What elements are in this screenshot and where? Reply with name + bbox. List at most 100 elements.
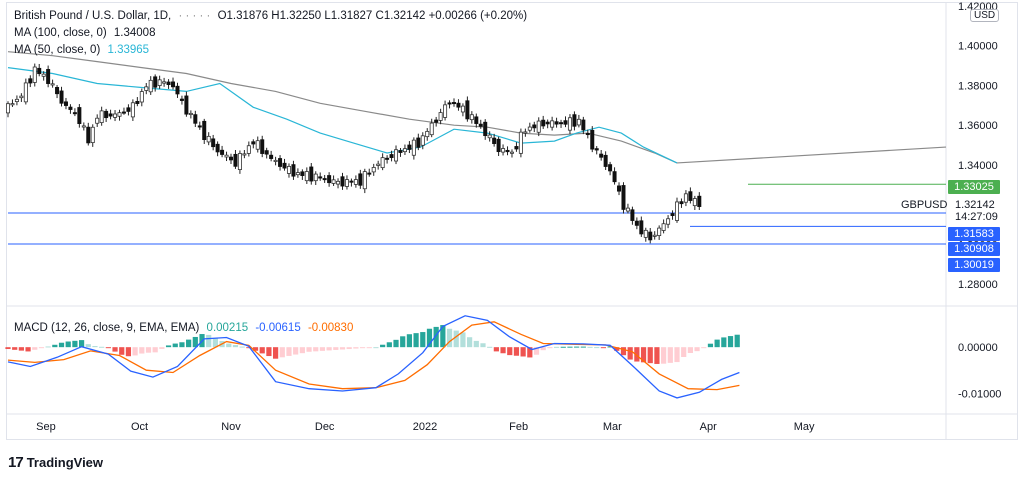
- macd-histogram-bar[interactable]: [654, 347, 660, 364]
- candle-down[interactable]: [648, 231, 653, 241]
- candle-up[interactable]: [518, 131, 523, 154]
- candle-up[interactable]: [469, 114, 474, 121]
- candle-up[interactable]: [344, 179, 349, 187]
- macd-histogram-bar[interactable]: [386, 342, 392, 348]
- candle-up[interactable]: [237, 153, 242, 170]
- macd-histogram-bar[interactable]: [400, 336, 406, 348]
- candle-down[interactable]: [68, 106, 73, 110]
- candle-down[interactable]: [514, 146, 519, 150]
- candle-down[interactable]: [126, 107, 131, 112]
- candle-up[interactable]: [6, 103, 11, 114]
- candle-down[interactable]: [594, 148, 599, 151]
- candle-up[interactable]: [576, 118, 581, 126]
- candle-down[interactable]: [77, 107, 82, 124]
- macd-histogram-bar[interactable]: [152, 347, 158, 353]
- candle-up[interactable]: [523, 131, 528, 134]
- macd-histogram-bar[interactable]: [139, 347, 145, 354]
- candle-up[interactable]: [255, 140, 260, 150]
- candle-down[interactable]: [340, 176, 345, 187]
- candle-down[interactable]: [541, 119, 546, 127]
- macd-histogram-bar[interactable]: [393, 339, 399, 348]
- macd-histogram-bar[interactable]: [420, 332, 426, 348]
- candle-up[interactable]: [657, 227, 662, 236]
- candle-up[interactable]: [14, 98, 19, 103]
- candle-down[interactable]: [447, 102, 452, 105]
- candle-down[interactable]: [327, 175, 332, 184]
- macd-histogram-bar[interactable]: [366, 347, 372, 349]
- candle-down[interactable]: [416, 137, 421, 148]
- candle-up[interactable]: [117, 112, 122, 117]
- macd-histogram-bar[interactable]: [38, 347, 45, 349]
- candle-down[interactable]: [166, 81, 171, 86]
- candle-up[interactable]: [652, 234, 657, 237]
- candle-up[interactable]: [41, 73, 46, 77]
- candle-up[interactable]: [336, 180, 341, 185]
- candle-up[interactable]: [643, 229, 648, 238]
- macd-histogram-bar[interactable]: [406, 334, 412, 348]
- macd-histogram-bar[interactable]: [65, 341, 71, 348]
- candle-down[interactable]: [599, 153, 604, 158]
- macd-histogram-bar[interactable]: [119, 347, 125, 355]
- candle-down[interactable]: [121, 111, 126, 114]
- macd-histogram-bar[interactable]: [714, 339, 720, 348]
- candle-down[interactable]: [278, 158, 283, 167]
- candle-down[interactable]: [184, 95, 189, 115]
- macd-histogram-bar[interactable]: [440, 325, 446, 348]
- candle-down[interactable]: [639, 220, 644, 235]
- candle-down[interactable]: [211, 138, 216, 148]
- candle-up[interactable]: [438, 112, 443, 121]
- candle-up[interactable]: [286, 166, 291, 174]
- macd-histogram-bar[interactable]: [707, 343, 714, 348]
- candle-up[interactable]: [130, 102, 135, 118]
- macd-histogram-bar[interactable]: [25, 347, 31, 352]
- macd-histogram-bar[interactable]: [560, 346, 566, 348]
- candle-down[interactable]: [28, 78, 33, 84]
- macd-histogram-bar[interactable]: [246, 347, 252, 349]
- candle-up[interactable]: [304, 171, 309, 182]
- macd-histogram-bar[interactable]: [226, 343, 232, 348]
- candle-down[interactable]: [630, 209, 635, 221]
- macd-histogram-bar[interactable]: [493, 347, 499, 352]
- candle-down[interactable]: [483, 121, 488, 137]
- candle-down[interactable]: [264, 150, 269, 155]
- candle-up[interactable]: [10, 103, 15, 106]
- macd-histogram-bar[interactable]: [359, 347, 366, 349]
- candle-down[interactable]: [215, 143, 220, 153]
- macd-histogram-bar[interactable]: [727, 336, 734, 348]
- macd-histogram-bar[interactable]: [12, 347, 18, 350]
- macd-histogram-bar[interactable]: [460, 332, 466, 348]
- ma50-series-line[interactable]: [7, 67, 678, 164]
- candle-up[interactable]: [661, 223, 666, 231]
- macd-histogram-bar[interactable]: [614, 347, 620, 351]
- candle-up[interactable]: [429, 122, 434, 136]
- candle-down[interactable]: [300, 171, 305, 176]
- macd-line[interactable]: [7, 315, 740, 399]
- candle-up[interactable]: [509, 151, 514, 154]
- candle-up[interactable]: [246, 145, 251, 154]
- macd-histogram-bar[interactable]: [373, 347, 379, 349]
- candle-up[interactable]: [224, 154, 229, 158]
- macd-histogram-bar[interactable]: [72, 340, 78, 348]
- candle-down[interactable]: [612, 171, 617, 183]
- candle-down[interactable]: [59, 90, 64, 104]
- candle-down[interactable]: [282, 162, 287, 169]
- macd-histogram-bar[interactable]: [5, 347, 11, 350]
- candle-down[interactable]: [251, 141, 256, 145]
- candle-down[interactable]: [679, 201, 684, 205]
- candle-down[interactable]: [63, 101, 68, 106]
- candle-up[interactable]: [527, 126, 532, 131]
- macd-histogram-bar[interactable]: [45, 346, 51, 348]
- macd-histogram-bar[interactable]: [540, 347, 546, 351]
- candle-down[interactable]: [621, 185, 626, 210]
- macd-histogram-bar[interactable]: [467, 337, 473, 348]
- ma100-trend-line[interactable]: [676, 146, 947, 164]
- macd-histogram-bar[interactable]: [339, 347, 346, 350]
- macd-histogram-bar[interactable]: [259, 347, 265, 354]
- candle-down[interactable]: [228, 156, 233, 161]
- macd-histogram-bar[interactable]: [279, 347, 285, 358]
- ma100-series-line[interactable]: [7, 51, 678, 164]
- macd-histogram-bar[interactable]: [640, 347, 647, 363]
- candle-down[interactable]: [590, 129, 595, 150]
- candle-down[interactable]: [37, 67, 42, 75]
- candle-down[interactable]: [581, 119, 586, 131]
